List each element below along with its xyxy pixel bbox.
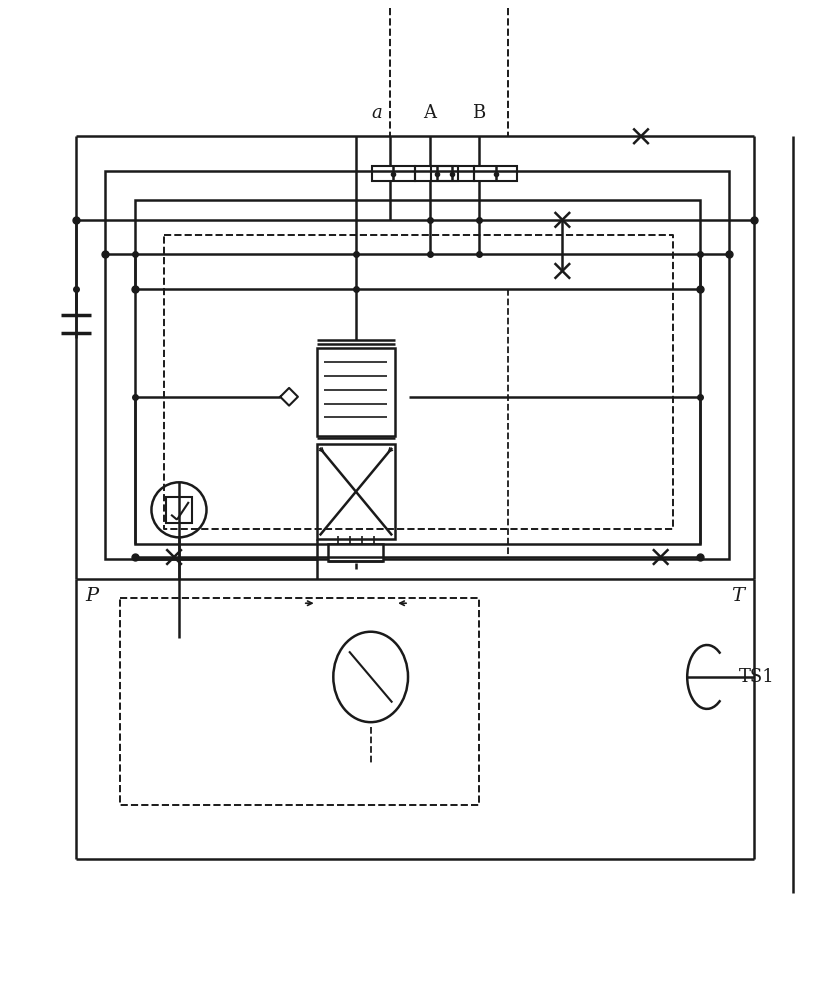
Text: a: a xyxy=(372,104,382,122)
Text: B: B xyxy=(473,104,486,122)
Bar xyxy=(106,171,730,559)
Bar xyxy=(135,200,700,544)
Bar xyxy=(328,544,383,561)
Bar xyxy=(166,497,192,523)
Bar xyxy=(372,166,415,181)
Bar xyxy=(317,444,396,539)
Bar xyxy=(415,166,458,181)
Text: P: P xyxy=(86,587,99,605)
Text: A: A xyxy=(423,104,437,122)
Bar xyxy=(474,166,517,181)
Text: T: T xyxy=(731,587,744,605)
Text: TS1: TS1 xyxy=(740,668,775,686)
Bar xyxy=(431,166,474,181)
Bar xyxy=(317,348,396,436)
